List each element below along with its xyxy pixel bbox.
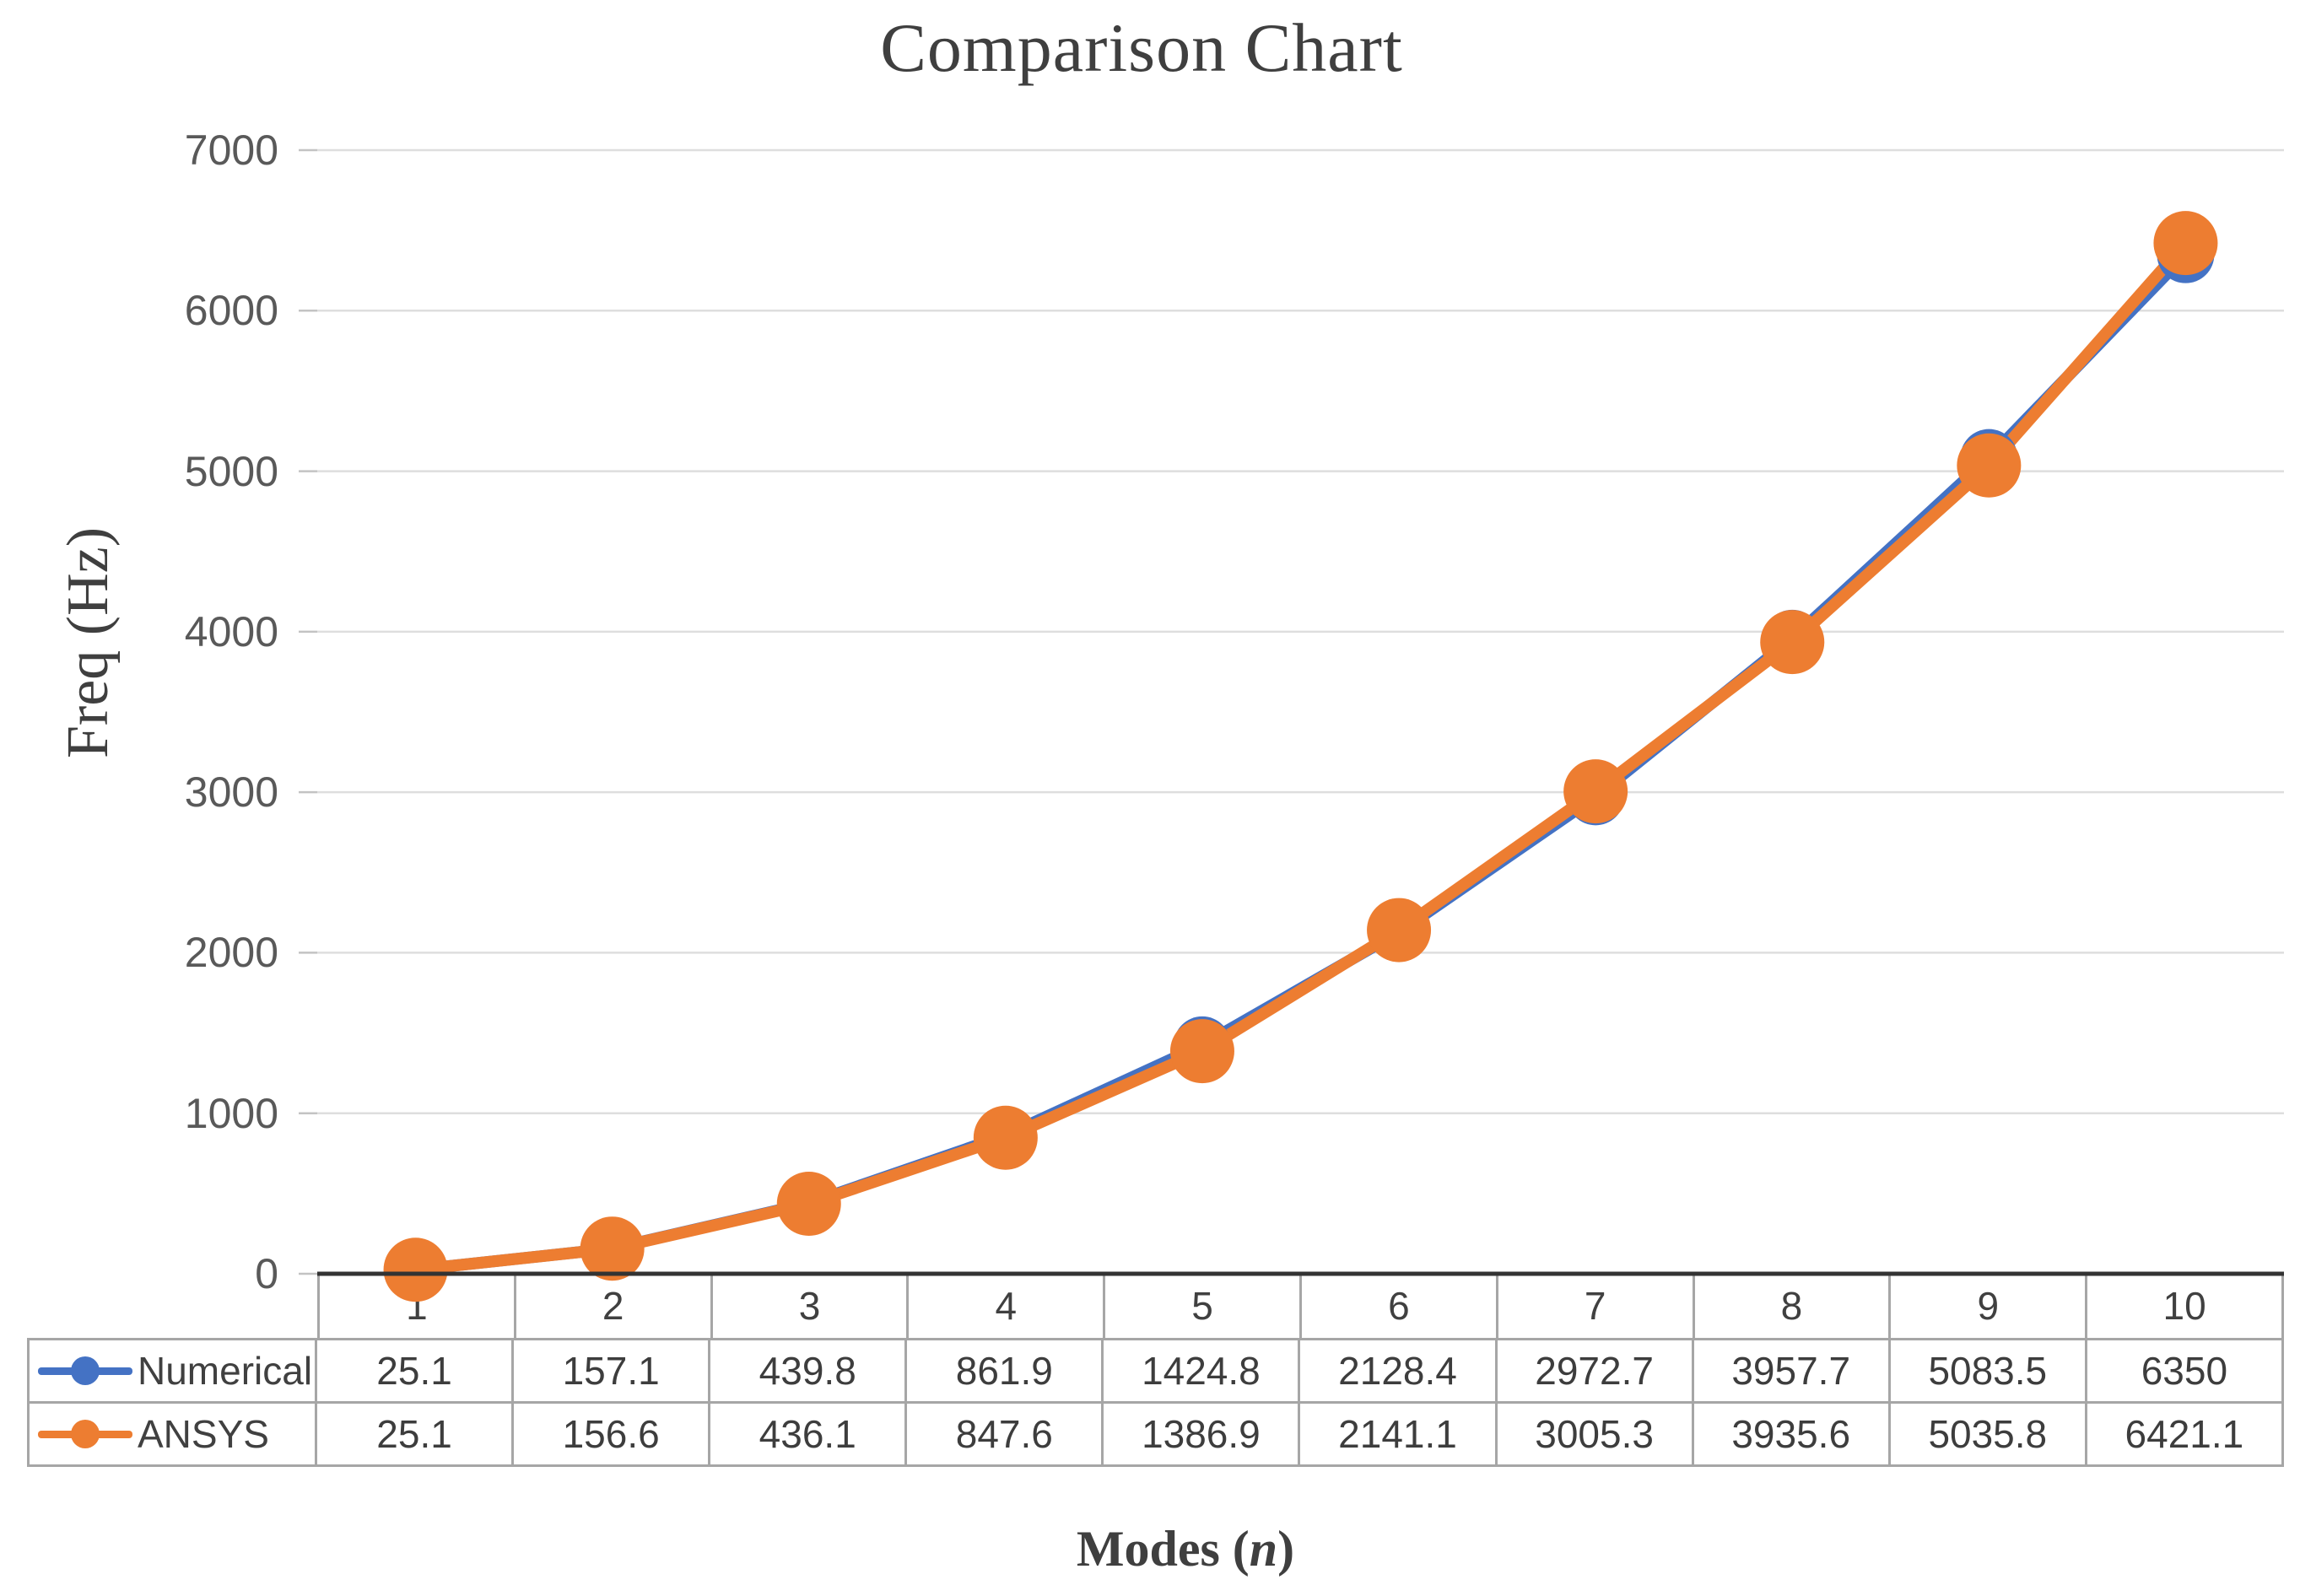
series-marker-numerical [1370,903,1428,961]
series-marker-ansys [1957,433,2022,498]
legend-marker-icon [71,1420,100,1448]
value-cell: 1386.9 [1104,1404,1301,1464]
value-cell: 6421.1 [2087,1404,2284,1464]
category-cell: 5 [1105,1274,1302,1338]
category-cell: 9 [1891,1274,2088,1338]
value-cell: 25.1 [317,1340,515,1401]
value-cell: 3935.6 [1694,1404,1891,1464]
category-cell: 1 [317,1274,516,1338]
series-marker-ansys [1169,1019,1234,1084]
chart-title: Comparison Chart [880,9,1403,86]
series-marker-numerical [1567,768,1625,826]
legend-label: ANSYS [138,1412,269,1456]
y-tick-label: 6000 [184,287,278,335]
value-cell: 847.6 [907,1404,1104,1464]
series-marker-ansys [2153,211,2218,276]
series-line-numerical [409,248,2192,1276]
y-axis-title: Freq (Hz) [56,526,121,759]
legend-cell: ANSYS [27,1404,317,1464]
table-row-numerical: Numerical 25.1 157.1 439.8 861.9 1424.8 2128.4… [27,1340,2284,1404]
series-marker-numerical [780,1174,838,1232]
legend-label: Numerical [138,1349,313,1393]
category-cell: 6 [1302,1274,1498,1338]
x-axis-variable: n [1249,1521,1278,1577]
series-marker-ansys [1563,759,1628,824]
series-marker-ansys [973,1105,1038,1170]
category-cell: 2 [516,1274,713,1338]
y-tick-label: 0 [255,1250,278,1297]
y-tick-label: 1000 [184,1089,278,1137]
y-tick-label: 7000 [184,127,278,174]
category-cell: 8 [1695,1274,1892,1338]
series-marker-ansys [1367,898,1432,962]
series-line-ansys [409,237,2192,1276]
category-cell: 3 [713,1274,910,1338]
y-tick-label: 2000 [184,929,278,977]
series-marker-numerical [976,1106,1034,1164]
value-cell: 2972.7 [1498,1340,1694,1401]
value-cell: 2128.4 [1300,1340,1498,1401]
series-marker-numerical [1763,609,1822,667]
value-cell: 3957.7 [1694,1340,1891,1401]
legend-key-icon [38,1354,132,1388]
series-marker-ansys [1760,610,1825,675]
category-cell: 4 [909,1274,1106,1338]
value-cell: 156.6 [514,1404,711,1464]
series-marker-numerical [583,1220,641,1278]
value-cell: 861.9 [907,1340,1104,1401]
value-cell: 1424.8 [1104,1340,1301,1401]
value-cell: 25.1 [317,1404,515,1464]
series-marker-numerical [1173,1016,1231,1074]
data-table-body: Numerical 25.1 157.1 439.8 861.9 1424.8 2128.4… [27,1338,2284,1467]
series-marker-numerical [1960,429,2018,487]
category-cell: 10 [2087,1274,2284,1338]
data-table-category-row: 1 2 3 4 5 6 7 8 9 10 [317,1274,2284,1338]
legend-key-icon [38,1417,132,1451]
y-tick-label: 3000 [184,768,278,817]
value-cell: 5035.8 [1891,1404,2087,1464]
value-cell: 439.8 [710,1340,908,1401]
table-row-ansys: ANSYS 25.1 156.6 436.1 847.6 1386.9 2141.1 3005… [27,1404,2284,1467]
y-tick-label: 4000 [184,607,278,655]
x-axis-title-close: ) [1277,1521,1295,1577]
x-axis-title: Modes (n) [932,1520,1439,1591]
value-cell: 157.1 [514,1340,711,1401]
series-marker-ansys [580,1216,645,1281]
series-marker-numerical [2157,225,2215,283]
legend-cell: Numerical [27,1340,317,1401]
value-cell: 436.1 [710,1404,908,1464]
category-cell: 7 [1498,1274,1695,1338]
series-marker-ansys [776,1172,841,1237]
value-cell: 5083.5 [1891,1340,2087,1401]
x-axis-title-text: Modes ( [1076,1521,1250,1577]
value-cell: 2141.1 [1300,1404,1498,1464]
y-tick-label: 5000 [184,447,278,495]
value-cell: 3005.3 [1498,1404,1694,1464]
value-cell: 6350 [2087,1340,2284,1401]
legend-marker-icon [71,1356,100,1385]
